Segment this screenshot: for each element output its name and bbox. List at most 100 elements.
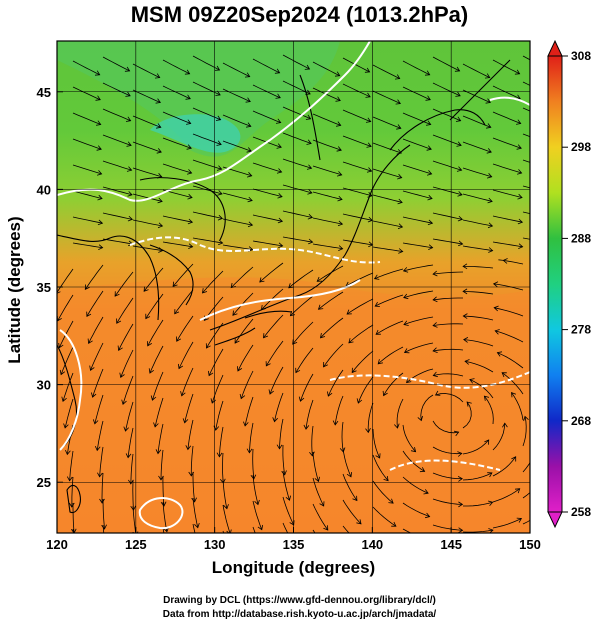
streamline-arrowhead [391,521,397,527]
streamline-arrowhead [306,164,313,170]
streamline-arrowhead [397,173,403,180]
streamline [402,528,412,533]
streamline [192,237,223,244]
streamline [96,420,104,451]
credit-drawing: Drawing by DCL (https://www.gfd-dennou.o… [163,595,436,606]
streamline [252,110,281,123]
streamline [316,265,344,282]
streamline-arrowhead [383,476,389,482]
streamline-arrowhead [496,351,503,357]
y-tick-label: 40 [37,182,51,197]
streamline-arrowhead [348,338,354,344]
streamline-arrowhead [234,338,240,344]
streamline [252,214,283,222]
streamline-arrowhead [346,309,352,315]
streamline [402,112,431,125]
streamline [125,401,134,432]
streamline [372,194,403,203]
contour-ocean [329,371,530,389]
contour-loop [138,497,184,530]
sakhalin-coast [299,74,321,161]
streamline [492,423,506,451]
streamline [102,524,105,533]
streamline-arrowhead [91,392,97,398]
streamline-arrowhead [457,191,463,197]
streamline-arrowhead [493,305,499,312]
streamline [222,88,251,102]
streamline [290,295,314,316]
streamline [372,116,401,129]
streamline [463,501,493,507]
streamline-arrowhead [304,64,311,70]
streamline [102,160,132,171]
streamline [522,185,530,189]
streamline [90,342,104,371]
streamline [462,245,493,251]
streamline [372,480,394,504]
streamline-arrowhead [337,195,343,202]
streamline [318,291,344,310]
streamline-arrowhead [403,320,409,326]
streamline-arrowhead [94,445,101,452]
streamline-arrowhead [98,244,104,250]
streamline [282,106,311,120]
streamline [342,57,370,73]
streamline [222,62,250,78]
kuril-islands [449,59,511,121]
taiwan-coast [66,484,81,514]
streamline-arrowhead [486,123,492,129]
streamline [433,271,464,275]
streamline [192,133,222,145]
streamline-arrowhead [487,472,493,478]
streamline-arrowhead [208,370,214,377]
streamline-arrowhead [246,122,252,128]
streamline [432,524,463,531]
x-tick-label: 150 [519,537,541,552]
streamline-arrowhead [485,98,491,104]
streamlines [57,54,530,533]
streamline-arrowhead [63,423,69,429]
streamline [192,472,195,502]
shikoku-coast [244,310,293,319]
streamline [334,395,344,425]
colorbar-tick-label: 308 [571,49,591,63]
streamline [222,114,251,127]
streamline [101,472,104,504]
streamline [375,320,404,335]
streamline-arrowhead [247,221,254,228]
streamline-arrowhead [121,399,127,406]
streamline [522,211,530,214]
streamline [432,160,462,171]
streamline-arrowhead [186,169,193,175]
streamline-arrowhead [276,143,282,149]
streamline-arrowhead [337,220,344,227]
streamline-arrowhead [101,524,107,530]
streamline-arrowhead [292,339,298,345]
streamline [372,168,402,179]
streamline-arrowhead [366,167,373,173]
streamline [312,139,342,151]
streamline-arrowhead [61,396,67,403]
streamline-arrowhead [432,270,438,277]
streamline [237,344,254,372]
streamline-arrowhead [95,95,101,101]
streamline-arrowhead [125,116,132,122]
streamline [274,392,284,422]
x-axis-ticks: 120 125 130 135 140 145 150 [46,527,541,552]
streamline-arrowhead [114,291,120,297]
streamline-arrowhead [174,309,180,315]
streamline-arrowhead [97,194,103,201]
streamline [462,63,490,78]
streamline [149,345,164,374]
streamline-arrowhead [487,197,493,204]
streamline-arrowhead [66,476,73,482]
streamline [372,90,401,104]
streamline [88,316,104,344]
streamline-arrowhead [216,165,223,171]
streamline [208,348,224,376]
streamline [432,186,463,196]
x-tick-label: 130 [204,537,226,552]
streamline [102,134,132,146]
streamline-arrowhead [94,70,101,76]
streamline-arrowhead [259,277,265,283]
